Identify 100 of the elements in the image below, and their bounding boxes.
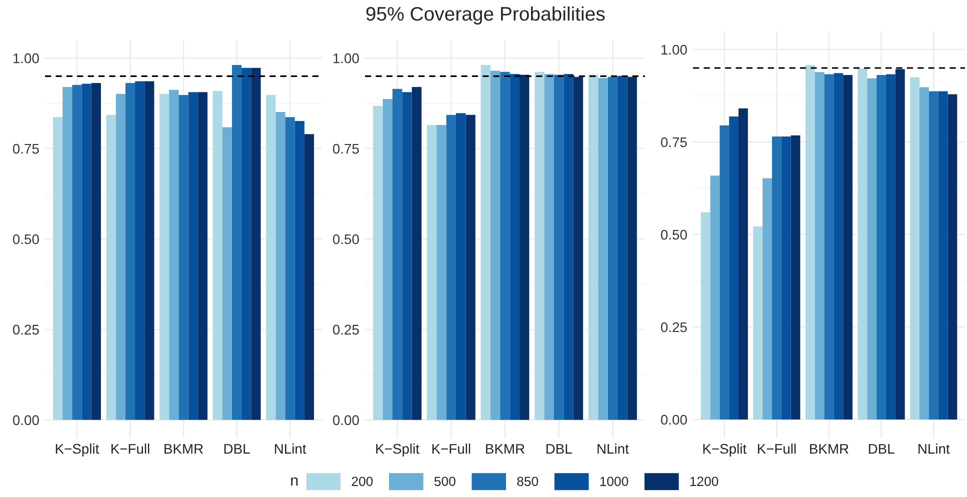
y-tick-label: 0.00 [660, 414, 687, 425]
bar [125, 83, 136, 420]
y-tick-label: 0.25 [332, 324, 359, 335]
bar [858, 68, 868, 420]
bar [876, 75, 886, 420]
bar [534, 72, 544, 420]
bar [198, 92, 208, 420]
bar [710, 176, 720, 420]
bar [544, 74, 554, 420]
x-tick-label: DBL [224, 444, 250, 454]
bar [52, 117, 63, 420]
bar [436, 125, 446, 420]
bar [598, 78, 608, 420]
bar [834, 73, 844, 420]
bar [738, 108, 748, 420]
bar [843, 75, 853, 420]
bar [554, 74, 564, 420]
bar [928, 91, 938, 420]
bar [106, 114, 116, 420]
x-tick-label: NLint [918, 444, 950, 454]
bar [729, 116, 739, 420]
bar [919, 87, 929, 420]
bar [805, 65, 815, 420]
bar [627, 76, 637, 420]
bar [700, 212, 710, 420]
y-tick-label: 0.75 [332, 144, 359, 154]
bar [426, 125, 437, 420]
bar [938, 91, 948, 420]
bar [304, 134, 314, 420]
bar [276, 112, 286, 420]
bar [412, 87, 422, 420]
bar [446, 114, 456, 420]
bar [824, 74, 834, 420]
bar [910, 77, 920, 420]
x-tick-label: NLint [274, 444, 306, 454]
x-tick-label: BKMR [164, 444, 203, 454]
bar [753, 226, 763, 420]
bar [373, 106, 383, 420]
y-tick-label: 0.25 [660, 322, 687, 332]
legend-label: 200 [352, 476, 373, 486]
legend-title: n [291, 477, 298, 486]
bar [720, 125, 730, 420]
bar [160, 94, 170, 420]
bar [573, 76, 584, 420]
bar [232, 64, 242, 420]
bar [169, 90, 179, 420]
x-tick-label: K−Split [56, 444, 100, 457]
bar [762, 178, 772, 420]
bar [116, 94, 126, 420]
y-tick-label: 0.50 [12, 234, 39, 244]
bar [588, 74, 598, 420]
bar [266, 94, 276, 420]
x-tick-label: BKMR [486, 444, 524, 454]
bar [135, 81, 145, 420]
x-tick-label: K−Full [758, 444, 796, 454]
bar [402, 92, 412, 420]
bar [520, 74, 530, 420]
bar [242, 68, 252, 420]
bar [91, 83, 101, 420]
bar [618, 76, 628, 420]
legend-label: 1000 [600, 476, 628, 486]
y-tick-label: 0.00 [12, 415, 39, 426]
legend-label: 500 [434, 476, 456, 486]
x-tick-label: K−Split [703, 444, 746, 457]
bar [62, 87, 72, 420]
bar [867, 78, 877, 420]
x-tick-label: DBL [546, 444, 572, 454]
y-tick-label: 0.75 [660, 137, 687, 148]
y-tick-label: 0.25 [12, 324, 39, 335]
bar [392, 88, 402, 420]
bar [178, 94, 188, 420]
bar [886, 74, 896, 420]
bar [188, 92, 198, 420]
bar [790, 135, 800, 420]
y-tick-label: 1.00 [661, 44, 687, 55]
bar [895, 69, 905, 420]
bar [510, 74, 520, 420]
bar [500, 72, 510, 420]
y-tick-label: 0.00 [332, 415, 359, 426]
x-tick-label: K−Full [111, 444, 150, 454]
bar [456, 113, 466, 420]
bar [948, 94, 958, 420]
legend-label: 850 [517, 476, 538, 486]
bar [294, 121, 304, 420]
bar [382, 98, 392, 420]
chart-title: 95% Coverage Probabilities [366, 6, 605, 25]
y-tick-label: 1.00 [13, 53, 39, 64]
x-tick-label: NLint [598, 444, 629, 454]
bar [222, 127, 232, 420]
bar [781, 136, 791, 420]
x-tick-label: BKMR [810, 444, 848, 454]
x-tick-label: K−Full [432, 444, 470, 454]
bar [251, 68, 261, 420]
legend-label: 1200 [690, 476, 718, 486]
bar [466, 114, 476, 420]
bar [772, 136, 782, 420]
bar [82, 84, 92, 420]
y-tick-label: 0.50 [660, 230, 687, 240]
bar [490, 70, 500, 420]
bar [608, 76, 618, 420]
